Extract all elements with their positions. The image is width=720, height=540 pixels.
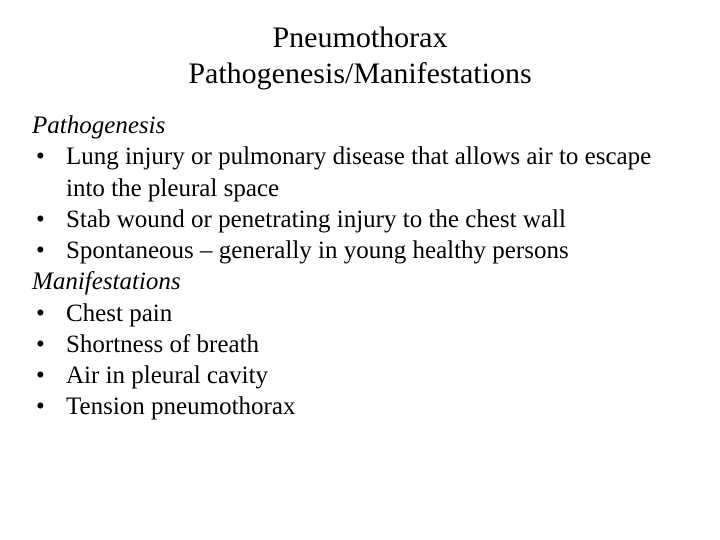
title-line-1: Pneumothorax [273, 21, 448, 54]
list-item: • Shortness of breath [32, 329, 690, 360]
bullet-icon: • [32, 204, 66, 235]
slide: Pneumothorax Pathogenesis/Manifestations… [0, 0, 720, 540]
bullet-icon: • [32, 391, 66, 422]
list-item: • Spontaneous – generally in young healt… [32, 235, 690, 266]
slide-body: Pathogenesis • Lung injury or pulmonary … [32, 110, 690, 423]
bullet-icon: • [32, 141, 66, 172]
bullet-icon: • [32, 235, 66, 266]
section-heading-manifestations: Manifestations [32, 266, 690, 297]
bullet-text: Chest pain [66, 298, 690, 329]
section-heading-pathogenesis: Pathogenesis [32, 110, 690, 141]
bullet-text: Shortness of breath [66, 329, 690, 360]
list-item: • Lung injury or pulmonary disease that … [32, 141, 690, 204]
bullet-text: Lung injury or pulmonary disease that al… [66, 141, 690, 204]
bullet-icon: • [32, 329, 66, 360]
title-line-2: Pathogenesis/Manifestations [188, 57, 531, 90]
bullet-text: Tension pneumothorax [66, 391, 690, 422]
slide-title: Pneumothorax Pathogenesis/Manifestations [30, 20, 690, 92]
bullet-text: Air in pleural cavity [66, 360, 690, 391]
list-item: • Stab wound or penetrating injury to th… [32, 204, 690, 235]
bullet-icon: • [32, 298, 66, 329]
list-item: • Tension pneumothorax [32, 391, 690, 422]
bullet-text: Spontaneous – generally in young healthy… [66, 235, 690, 266]
list-item: • Chest pain [32, 298, 690, 329]
bullet-icon: • [32, 360, 66, 391]
list-item: • Air in pleural cavity [32, 360, 690, 391]
bullet-text: Stab wound or penetrating injury to the … [66, 204, 690, 235]
